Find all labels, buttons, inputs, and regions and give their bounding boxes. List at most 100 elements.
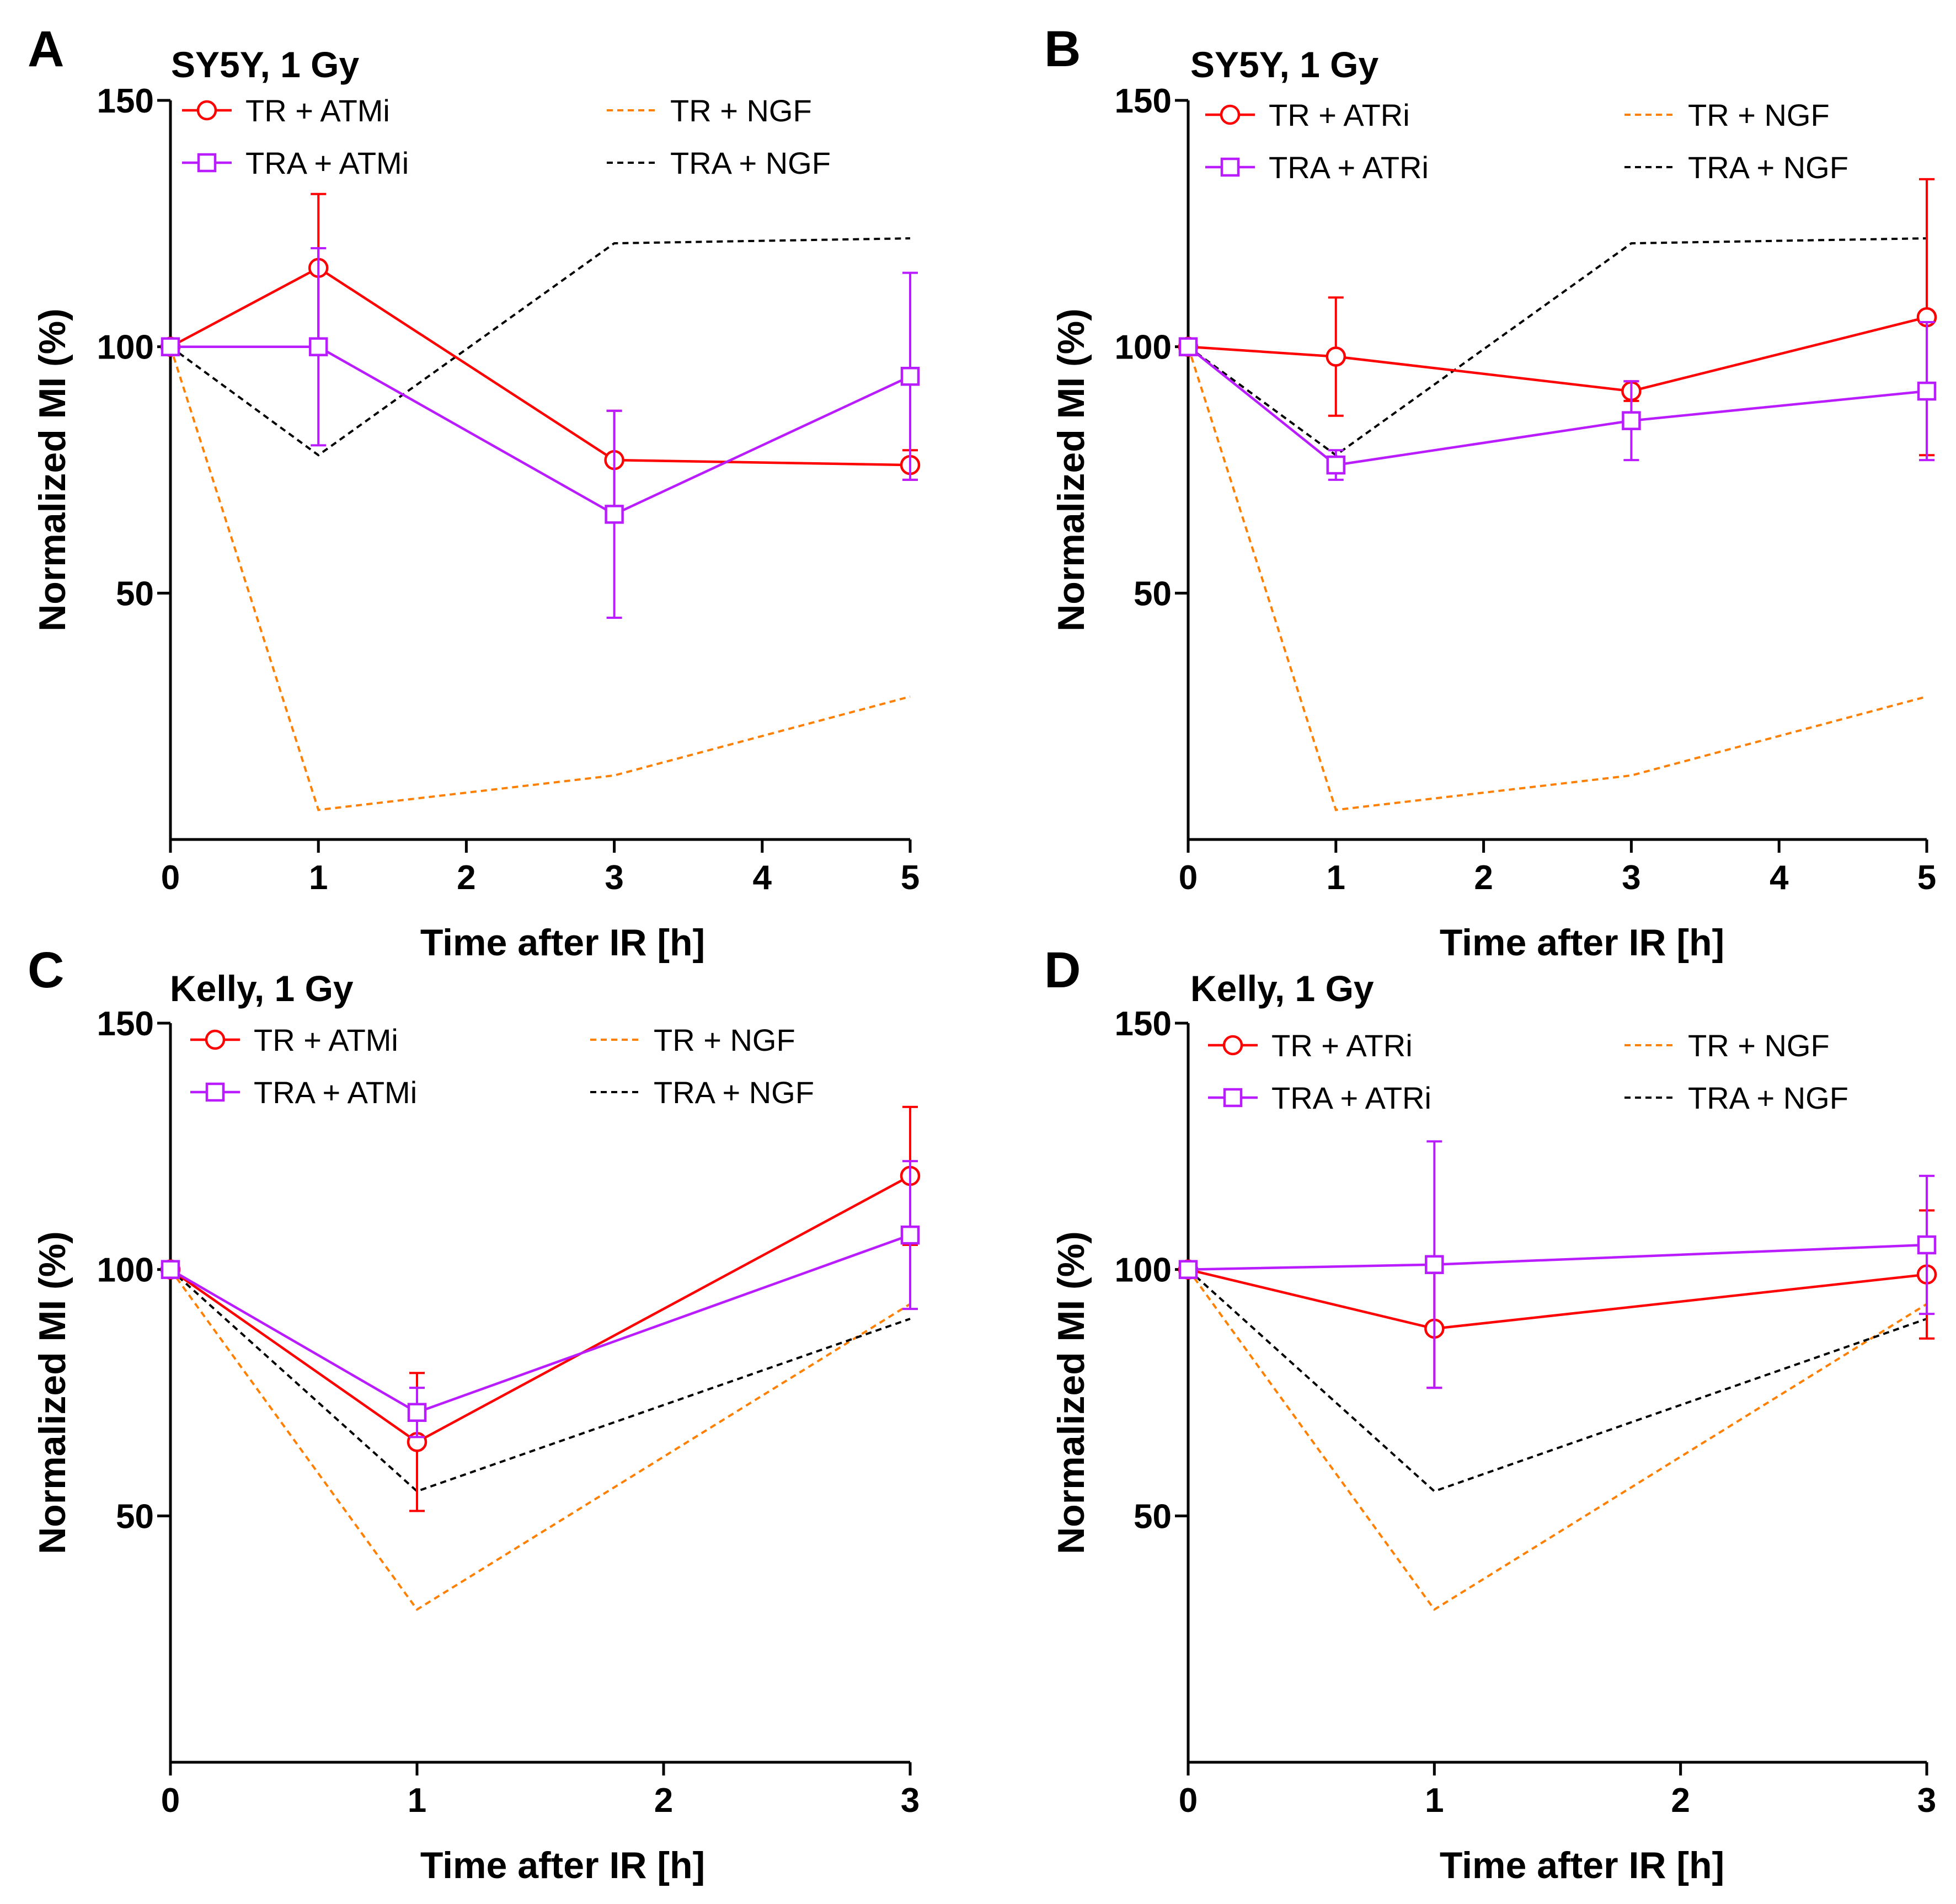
legend-item: TR + ATMi (190, 1023, 398, 1057)
series-tr-ngf (169, 346, 911, 811)
data-point (1425, 1255, 1444, 1274)
series-tra-atri (1178, 1140, 1937, 1389)
y-tick-label: 100 (97, 329, 154, 367)
legend-marker (205, 1082, 225, 1102)
x-tick-label: 4 (1770, 859, 1789, 897)
panel-letter: C (28, 942, 64, 998)
x-tick-label: 4 (753, 859, 772, 897)
panel-title: Kelly, 1 Gy (170, 968, 354, 1009)
panel-a: A SY5Y, 1 Gy Normalized MI (%) Time afte… (28, 21, 921, 964)
series-line (1187, 1269, 1928, 1611)
legend-marker (196, 100, 217, 121)
legend-marker (197, 153, 217, 173)
data-point (1917, 1235, 1937, 1255)
legend-item: TR + ATRi (1208, 1028, 1413, 1063)
x-tick-label: 0 (1179, 1782, 1198, 1820)
data-point (161, 1260, 180, 1279)
legend-label: TR + NGF (670, 93, 812, 128)
legend-label: TR + ATMi (245, 93, 390, 128)
series-line (1187, 345, 1927, 467)
series-line (1187, 346, 1927, 811)
legend-marker (1222, 1035, 1243, 1056)
legend-label: TRA + NGF (670, 146, 831, 180)
data-point (1917, 381, 1937, 401)
legend-label: TR + NGF (1688, 1028, 1830, 1063)
legend-marker (1223, 1088, 1243, 1108)
legend-item: TRA + ATMi (190, 1075, 417, 1110)
data-point (1178, 1260, 1198, 1279)
panel-b: B SY5Y, 1 Gy Normalized MI (%) Time afte… (1044, 21, 1937, 964)
panel-letter: A (28, 21, 64, 77)
y-axis-label: Normalized MI (%) (1050, 1231, 1092, 1554)
series-tr-atri (1178, 1209, 1937, 1389)
x-tick-label: 5 (1917, 859, 1936, 897)
series-tr-ngf (169, 1269, 911, 1611)
y-axis-label: Normalized MI (%) (31, 308, 73, 632)
x-tick-label: 2 (457, 859, 475, 897)
y-tick-label: 150 (1115, 1005, 1172, 1043)
x-tick-label: 3 (605, 859, 623, 897)
legend-item: TRA + ATRi (1208, 1081, 1431, 1115)
series-line (1188, 1268, 1927, 1330)
y-axis-label: Normalized MI (%) (1050, 308, 1092, 632)
legend-label: TRA + NGF (1688, 1081, 1848, 1115)
series-line (1188, 315, 1927, 393)
series-line (169, 1269, 911, 1611)
series-line (1187, 1269, 1927, 1493)
y-tick-label: 150 (1115, 82, 1172, 120)
x-tick-label: 2 (654, 1782, 673, 1820)
y-tick-label: 150 (97, 1005, 154, 1043)
series-line (169, 346, 911, 811)
legend-item: TR + NGF (1624, 1028, 1830, 1063)
legend-label: TRA + ATRi (1271, 1081, 1431, 1115)
panel-title: Kelly, 1 Gy (1190, 968, 1374, 1009)
legend-marker (1220, 157, 1240, 177)
series-line (169, 1233, 911, 1414)
legend-label: TR + NGF (1688, 98, 1830, 132)
x-tick-label: 2 (1671, 1782, 1690, 1820)
x-tick-label: 3 (1622, 859, 1640, 897)
legend-item: TR + NGF (607, 93, 812, 128)
x-tick-label: 2 (1474, 859, 1493, 897)
legend-item: TRA + NGF (1624, 150, 1848, 185)
series-tra-ngf (1187, 237, 1927, 457)
series-tr-atmi (160, 1105, 921, 1512)
series-tr-atri (1178, 178, 1937, 457)
legend-label: TR + ATMi (254, 1023, 398, 1057)
y-tick-label: 50 (116, 575, 154, 613)
y-tick-label: 100 (1115, 329, 1172, 367)
series-line (169, 1269, 911, 1493)
x-tick-label: 0 (1179, 859, 1198, 897)
series-line (169, 237, 911, 457)
data-point (900, 1225, 920, 1245)
panel-letter: B (1044, 21, 1081, 77)
legend-label: TR + ATRi (1269, 98, 1410, 132)
legend-label: TR + NGF (654, 1023, 795, 1057)
series-tra-ngf (169, 1269, 911, 1493)
legend-label: TRA + ATRi (1269, 150, 1429, 185)
x-tick-label: 3 (901, 1782, 920, 1820)
series-line (169, 266, 911, 467)
x-tick-label: 1 (1425, 1782, 1444, 1820)
legend-item: TRA + ATMi (182, 146, 409, 180)
series-tra-atri (1178, 321, 1937, 481)
series-tr-atmi (160, 192, 921, 511)
x-tick-label: 0 (161, 859, 180, 897)
data-point (900, 367, 920, 386)
data-point (605, 505, 624, 524)
legend-item: TRA + NGF (590, 1075, 814, 1110)
legend-label: TR + ATRi (1271, 1028, 1413, 1063)
x-tick-label: 1 (1327, 859, 1345, 897)
x-tick-label: 1 (309, 859, 328, 897)
panel-title: SY5Y, 1 Gy (171, 44, 360, 85)
data-point (308, 337, 328, 356)
x-axis-label: Time after IR [h] (420, 922, 705, 964)
series-tra-atmi (161, 1160, 920, 1438)
x-axis-label: Time after IR [h] (1440, 1844, 1724, 1886)
panel-letter: D (1044, 942, 1081, 998)
series-line (170, 345, 911, 516)
y-tick-label: 150 (97, 82, 154, 120)
panel-title: SY5Y, 1 Gy (1190, 44, 1379, 85)
x-tick-label: 1 (408, 1782, 426, 1820)
